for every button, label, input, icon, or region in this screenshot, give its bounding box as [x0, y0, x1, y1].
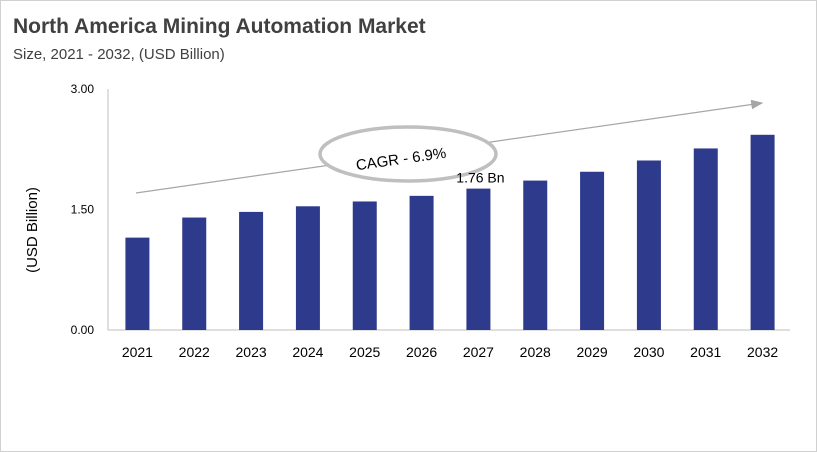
x-tick-label: 2027 — [463, 344, 494, 360]
y-tick-labels: 0.00 1.50 3.00 — [71, 82, 95, 337]
x-tick-label: 2022 — [179, 344, 210, 360]
x-tick-label: 2031 — [690, 344, 721, 360]
x-tick-labels: 2021 2022 2023 2024 2025 2026 2027 2028 2029 2030… — [122, 344, 779, 360]
chart-subtitle: Size, 2021 - 2032, (USD Billion) — [13, 46, 225, 63]
x-tick-label: 2032 — [747, 344, 778, 360]
bar-2032 — [750, 134, 775, 330]
bar-2028 — [523, 180, 548, 330]
bar-value-label: 1.76 Bn — [456, 170, 504, 186]
bar-2025 — [352, 201, 377, 330]
bar-2024 — [295, 206, 320, 330]
y-axis-title: (USD Billion) — [24, 187, 41, 273]
x-tick-label: 2029 — [577, 344, 608, 360]
bar-2029 — [580, 171, 605, 330]
x-tick-label: 2025 — [349, 344, 380, 360]
bar-2023 — [239, 211, 264, 330]
bar-2026 — [409, 195, 434, 330]
x-tick-label: 2024 — [292, 344, 323, 360]
bar-2021 — [125, 237, 150, 330]
y-tick-label: 3.00 — [71, 82, 95, 96]
x-tick-label: 2026 — [406, 344, 437, 360]
x-tick-label: 2030 — [633, 344, 664, 360]
bar-2022 — [182, 217, 207, 330]
chart-title: North America Mining Automation Market — [13, 15, 426, 38]
bar-2027 — [466, 188, 491, 330]
x-tick-label: 2028 — [520, 344, 551, 360]
y-tick-label: 0.00 — [71, 323, 95, 337]
cagr-ellipse — [318, 125, 498, 183]
bar-2031 — [693, 148, 718, 330]
x-tick-label: 2021 — [122, 344, 153, 360]
y-tick-label: 1.50 — [71, 203, 95, 217]
bars — [125, 134, 775, 330]
bar-2030 — [636, 160, 661, 330]
x-tick-label: 2023 — [236, 344, 267, 360]
